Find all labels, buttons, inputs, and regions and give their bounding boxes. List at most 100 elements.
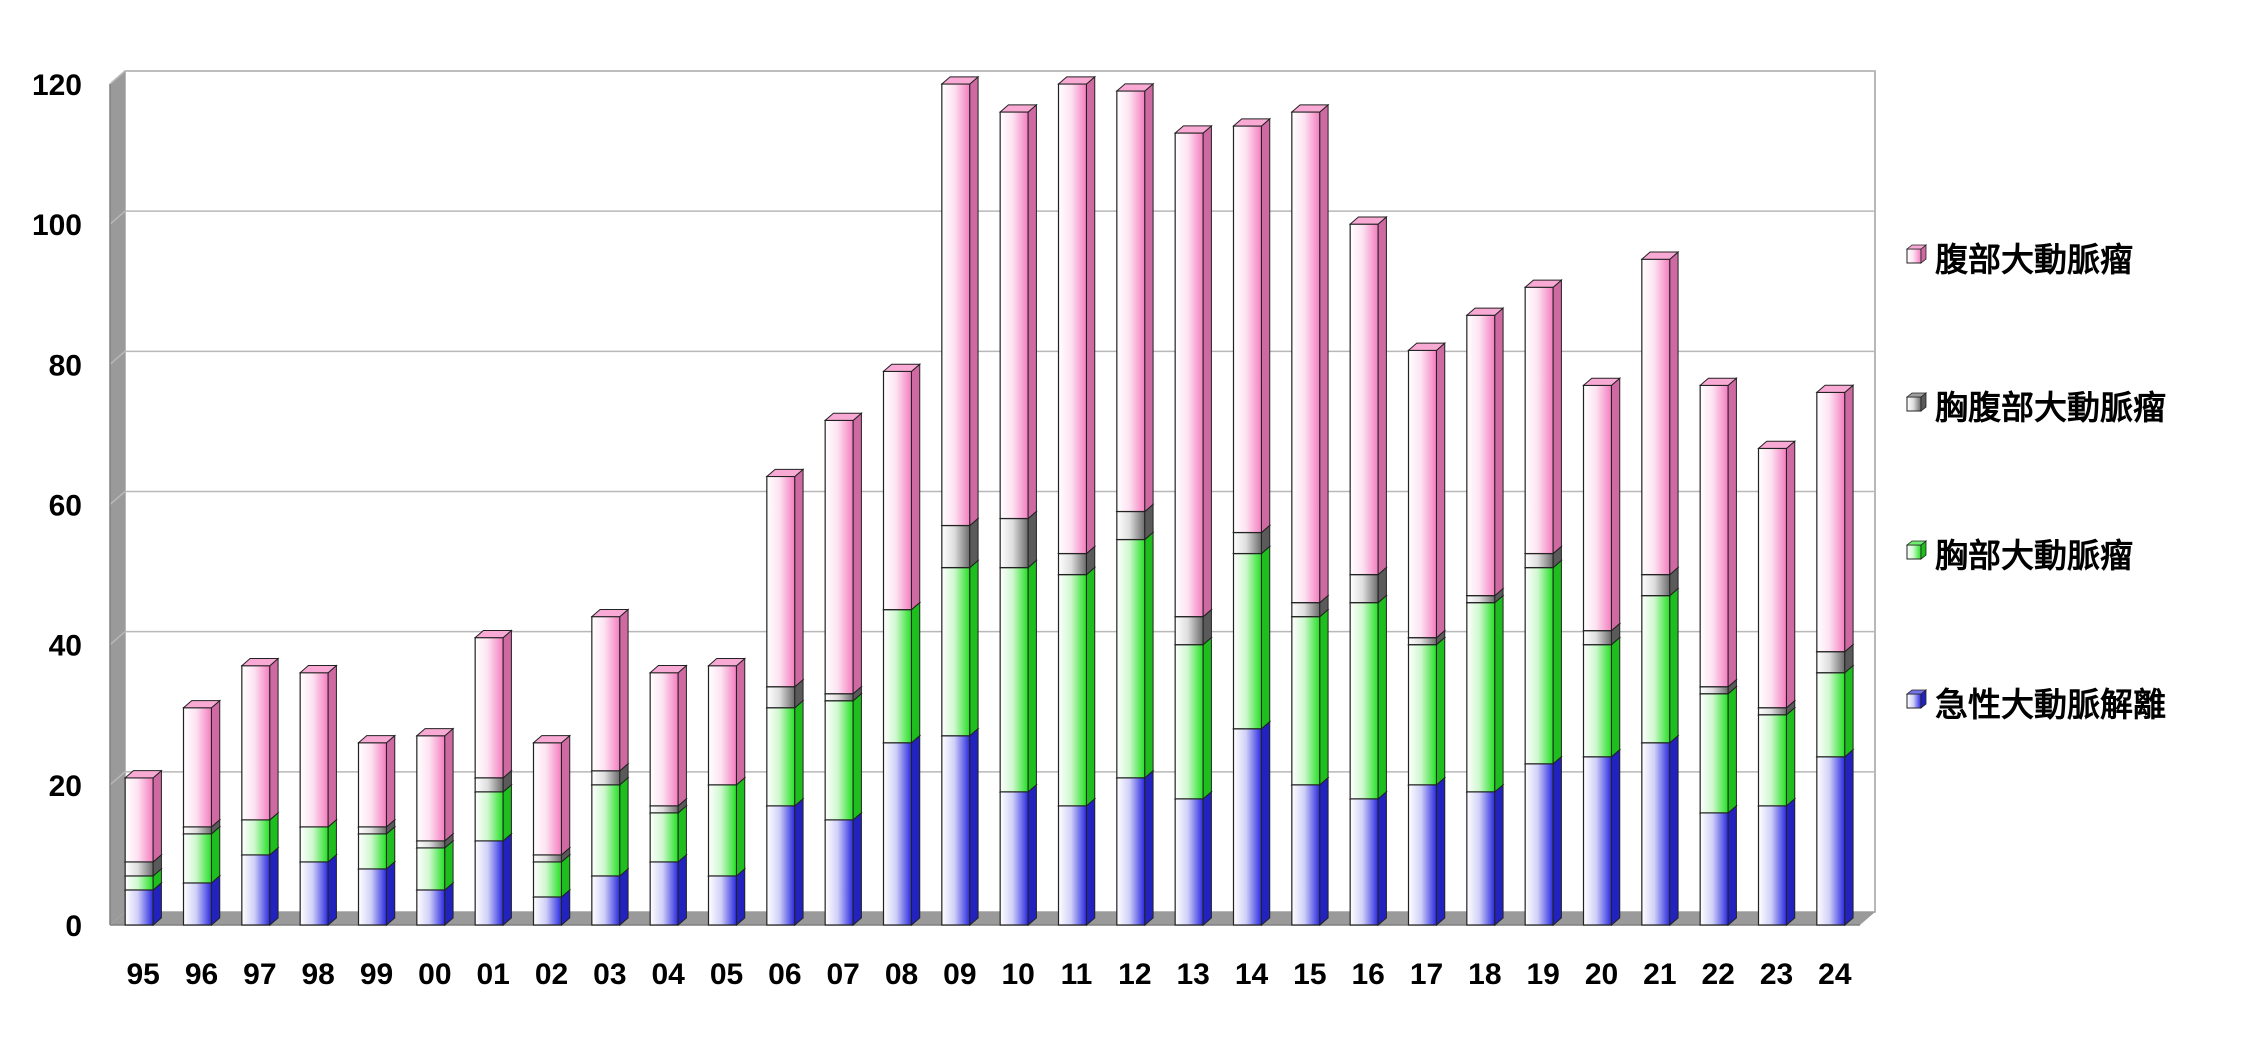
bar-column [1348, 215, 1388, 927]
bar-segment [123, 769, 163, 864]
bar-side [1319, 103, 1329, 604]
bar-segment [1465, 783, 1505, 927]
bar-side [152, 769, 162, 864]
legend-label: 胸腹部大動脈瘤 [1935, 388, 2166, 427]
bar-front [416, 840, 446, 849]
bar-column [298, 664, 338, 927]
legend-item: 胸部大動脈瘤 [1905, 536, 2133, 575]
bar-side [852, 811, 862, 927]
bar-side [1202, 124, 1212, 618]
bar-side [1844, 748, 1854, 927]
bar-segment [765, 468, 805, 688]
bar-front [1174, 798, 1204, 926]
gridline-side [109, 70, 126, 85]
bar-front [474, 840, 504, 926]
bar-side [1844, 384, 1854, 653]
bar-front [941, 735, 971, 926]
bar-front [1641, 258, 1671, 576]
bar-segment [590, 776, 630, 878]
bar-front [1349, 223, 1379, 576]
bar-segment [1232, 117, 1272, 534]
bar-front [1816, 651, 1846, 674]
bar-front [1057, 805, 1088, 926]
bar-front [1757, 805, 1788, 926]
bar-column [707, 657, 747, 927]
bar-column [1465, 307, 1505, 927]
bar-segment [1115, 769, 1155, 927]
y-tick-label: 0 [65, 910, 82, 943]
bar-front [474, 777, 504, 793]
bar-front [357, 868, 388, 926]
bar-top [182, 700, 222, 709]
bar-front [1116, 90, 1146, 513]
bar-segment [1232, 720, 1272, 927]
bar-top [1407, 342, 1447, 351]
bar-side [619, 776, 629, 878]
bar-top [1057, 76, 1097, 85]
bar-side [677, 804, 687, 864]
x-tick-label: 10 [1001, 958, 1034, 991]
bar-segment [240, 657, 280, 821]
bar-front [1524, 763, 1554, 926]
x-tick-label: 97 [243, 958, 276, 991]
bar-segment [1465, 307, 1505, 597]
x-tick-label: 95 [126, 958, 159, 991]
bar-segment [357, 860, 397, 927]
x-tick-label: 08 [885, 958, 918, 991]
bar-front [1116, 510, 1146, 541]
bar-segment [940, 75, 980, 527]
bar-side [1377, 594, 1387, 800]
bar-segment [1582, 636, 1622, 758]
bar-side [502, 783, 512, 842]
bar-front [882, 370, 913, 611]
bar-segment [998, 559, 1038, 793]
bar-segment [882, 601, 922, 744]
bar-segment [1057, 75, 1097, 555]
bar-front [474, 637, 504, 779]
bar-front [649, 812, 679, 863]
bar-front [1407, 784, 1438, 926]
bar-segment [940, 727, 980, 927]
bar-side [444, 727, 454, 842]
bar-front [1349, 573, 1379, 604]
gridline-side [109, 350, 126, 365]
bar-side [794, 468, 804, 688]
bar-front [1291, 784, 1321, 926]
bar-segment [182, 825, 222, 885]
y-tick-label: 100 [32, 209, 82, 242]
bar-side [1027, 559, 1037, 793]
bar-side [1261, 117, 1271, 534]
x-tick-label: 23 [1760, 958, 1793, 991]
bar-column [765, 468, 805, 927]
bar-segment [1582, 377, 1622, 632]
bar-front [649, 672, 679, 807]
bar-front [1524, 552, 1554, 569]
x-tick-label: 96 [185, 958, 218, 991]
bar-segment [823, 692, 863, 821]
legend-swatch-top [1905, 540, 1928, 546]
bar-side [911, 734, 921, 927]
bar-side [1494, 594, 1504, 793]
bar-side [444, 839, 454, 892]
bar-side [561, 734, 571, 857]
bar-front [1116, 538, 1146, 779]
bar-side [1727, 685, 1737, 814]
x-tick-label: 07 [826, 958, 859, 991]
bar-segment [998, 103, 1038, 520]
bar-side [327, 664, 337, 828]
x-tick-label: 20 [1585, 958, 1618, 991]
bar-segment [1815, 384, 1855, 653]
bar-segment [648, 853, 688, 927]
legend-swatch-top [1905, 244, 1928, 250]
y-tick-label: 60 [49, 490, 82, 523]
bar-front [1582, 756, 1613, 926]
bar-front [882, 742, 913, 926]
bar-side [1786, 797, 1796, 927]
bar-side [269, 846, 279, 927]
x-tick-label: 03 [593, 958, 626, 991]
bar-segment [882, 734, 922, 927]
bar-front [1757, 447, 1788, 709]
bar-segment [1290, 103, 1330, 604]
bar-top [298, 665, 338, 674]
